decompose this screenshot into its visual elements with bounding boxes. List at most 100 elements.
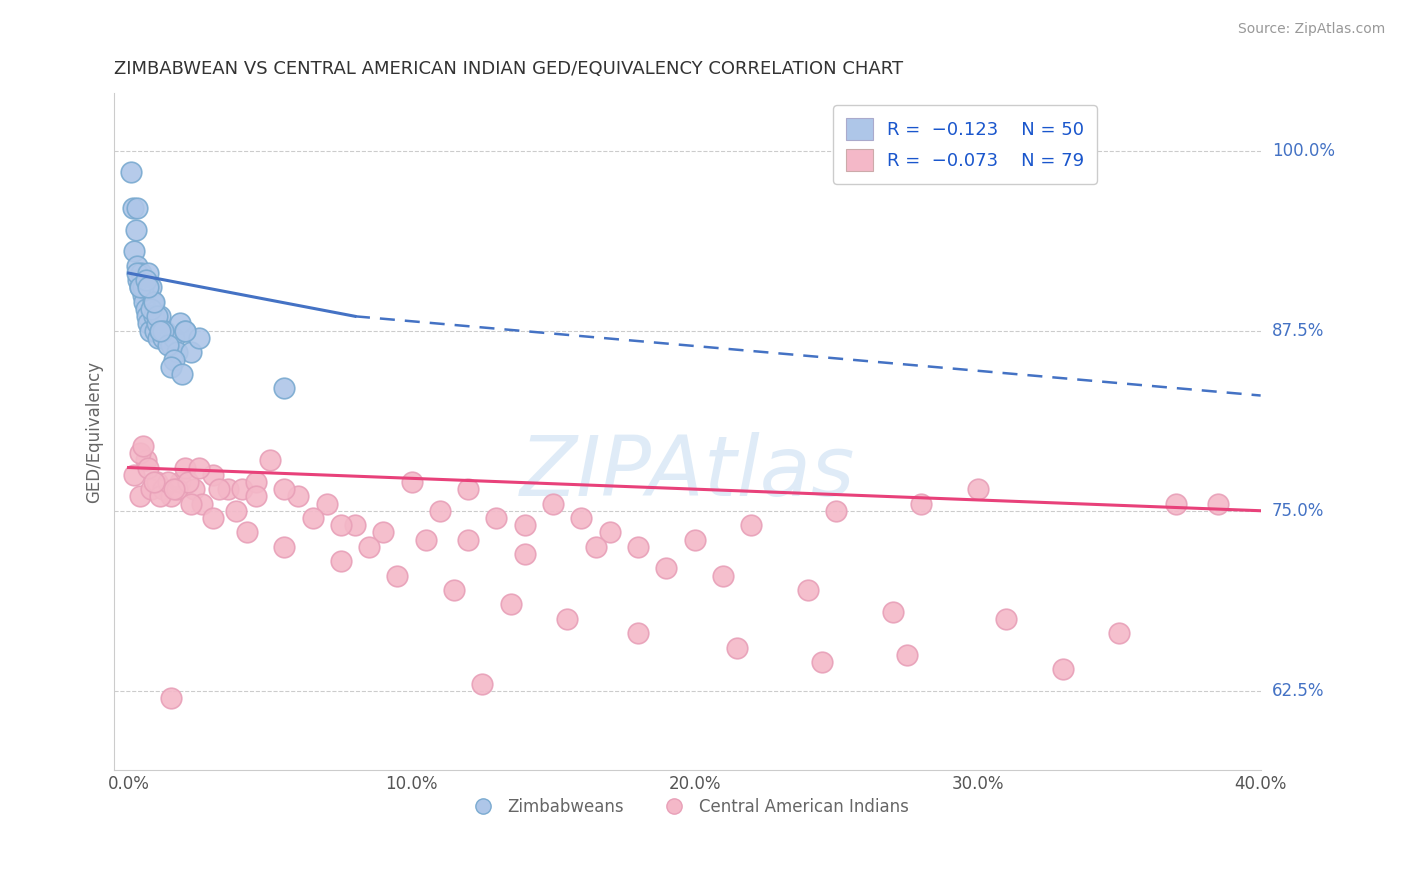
Point — [571, 511, 593, 525]
Point — [513, 547, 536, 561]
Point — [329, 554, 352, 568]
Point — [157, 331, 180, 345]
Point — [146, 475, 169, 489]
Point — [329, 518, 352, 533]
Point — [457, 533, 479, 547]
Point — [1108, 626, 1130, 640]
Text: 87.5%: 87.5% — [1272, 322, 1324, 340]
Point — [157, 475, 180, 489]
Point — [124, 223, 146, 237]
Point — [499, 598, 522, 612]
Y-axis label: GED/Equivalency: GED/Equivalency — [86, 360, 103, 502]
Point — [135, 453, 157, 467]
Point — [415, 533, 437, 547]
Point — [585, 540, 607, 554]
Point — [359, 540, 381, 554]
Point — [166, 482, 188, 496]
Point — [966, 482, 988, 496]
Point — [138, 266, 160, 280]
Point — [457, 482, 479, 496]
Point — [231, 482, 253, 496]
Point — [259, 453, 281, 467]
Point — [725, 640, 748, 655]
Point — [127, 273, 149, 287]
Point — [387, 568, 409, 582]
Point — [128, 280, 150, 294]
Point — [429, 504, 451, 518]
Text: 100.0%: 100.0% — [1272, 142, 1334, 160]
Point — [177, 475, 200, 489]
Point — [191, 497, 214, 511]
Point — [910, 497, 932, 511]
Point — [146, 317, 169, 331]
Point — [132, 287, 155, 301]
Point — [157, 338, 180, 352]
Point — [555, 612, 578, 626]
Point — [135, 273, 157, 287]
Point — [599, 525, 621, 540]
Point — [471, 676, 494, 690]
Text: ZIPAtlas: ZIPAtlas — [520, 432, 855, 513]
Point — [145, 324, 167, 338]
Point — [143, 475, 166, 489]
Point — [655, 561, 678, 575]
Point — [149, 489, 172, 503]
Point — [152, 331, 174, 345]
Point — [121, 201, 143, 215]
Point — [122, 244, 145, 259]
Text: ZIMBABWEAN VS CENTRAL AMERICAN INDIAN GED/EQUIVALENCY CORRELATION CHART: ZIMBABWEAN VS CENTRAL AMERICAN INDIAN GE… — [114, 60, 904, 78]
Point — [128, 489, 150, 503]
Point — [138, 317, 160, 331]
Point — [287, 489, 309, 503]
Point — [273, 381, 295, 395]
Point — [169, 317, 191, 331]
Point — [128, 446, 150, 460]
Point — [174, 324, 197, 338]
Point — [129, 266, 152, 280]
Point — [541, 497, 564, 511]
Point — [135, 302, 157, 317]
Point — [132, 280, 155, 294]
Point — [217, 482, 239, 496]
Point — [797, 582, 820, 597]
Point — [740, 518, 762, 533]
Point — [711, 568, 734, 582]
Point — [315, 497, 337, 511]
Point — [373, 525, 395, 540]
Point — [120, 165, 142, 179]
Point — [155, 324, 177, 338]
Point — [142, 294, 165, 309]
Point — [141, 482, 163, 496]
Point — [143, 294, 166, 309]
Point — [152, 324, 174, 338]
Point — [174, 324, 197, 338]
Point — [811, 655, 834, 669]
Point — [208, 482, 231, 496]
Point — [122, 467, 145, 482]
Text: 62.5%: 62.5% — [1272, 681, 1324, 700]
Point — [683, 533, 706, 547]
Point — [166, 345, 188, 359]
Point — [138, 460, 160, 475]
Point — [160, 489, 183, 503]
Point — [174, 460, 197, 475]
Point — [143, 310, 166, 324]
Point — [152, 482, 174, 496]
Point — [183, 482, 205, 496]
Point — [1164, 497, 1187, 511]
Point — [825, 504, 848, 518]
Point — [401, 475, 423, 489]
Point — [125, 201, 148, 215]
Point — [994, 612, 1017, 626]
Point — [627, 540, 650, 554]
Point — [150, 324, 173, 338]
Point — [139, 324, 162, 338]
Point — [163, 331, 186, 345]
Point — [138, 280, 160, 294]
Point — [443, 582, 465, 597]
Point — [1206, 497, 1229, 511]
Point — [882, 605, 904, 619]
Point — [146, 310, 169, 324]
Point — [136, 310, 159, 324]
Point — [163, 482, 186, 496]
